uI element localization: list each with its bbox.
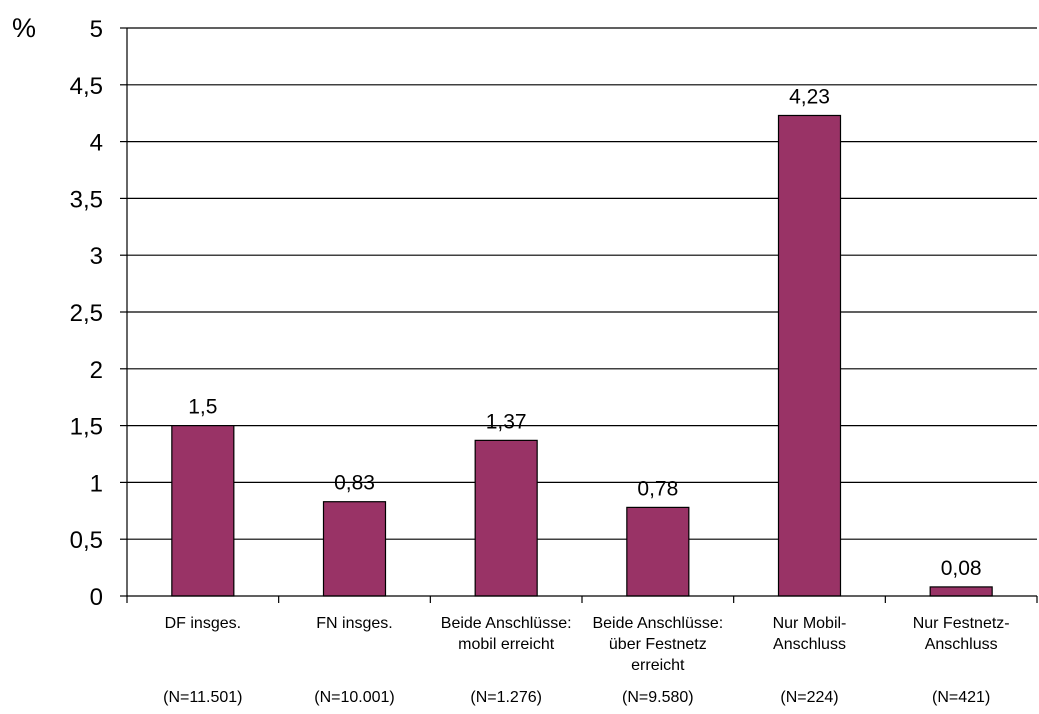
y-axis-unit-label: % [12,13,36,43]
x-category-label: Beide Anschlüsse: mobil erreicht [441,615,572,653]
x-category-label-line: Nur Mobil- [773,615,847,632]
x-category-label-line: Nur Festnetz- [913,615,1010,632]
gridlines [127,27,1037,540]
x-category-label-line: erreicht [631,657,685,674]
x-category-label-line: Beide Anschlüsse: [441,615,572,632]
x-category-label-line: Anschluss [773,636,846,653]
sample-size-label: (N=1.276) [470,689,542,706]
y-tick-label: 2 [90,357,103,384]
bar [626,506,690,597]
y-tick-label: 1 [90,470,103,497]
x-category-label-line: FN insges. [316,615,392,632]
axes [120,27,1038,603]
y-tick-label: 2,5 [70,300,103,327]
sample-size-label: (N=9.580) [622,689,694,706]
y-tick-label: 0 [90,584,103,611]
x-category-label-line: Beide Anschlüsse: [592,615,723,632]
data-label: 1,37 [486,410,527,433]
x-category-label: Nur Mobil- Anschluss [773,615,847,653]
sample-size-label: (N=11.501) [163,689,242,706]
data-label: 0,83 [334,472,375,495]
y-tick-label: 1,5 [70,414,103,441]
bar [171,425,235,597]
x-category-label: FN insges. [316,615,392,632]
data-label: 0,08 [941,557,982,580]
sample-size-label: (N=224) [780,689,838,706]
y-tick-label: 5 [90,16,103,43]
y-tick-label: 0,5 [70,527,103,554]
x-category-label: DF insges. [165,615,241,632]
bar [322,501,387,597]
data-label: 4,23 [789,85,830,108]
y-tick-label: 4 [90,130,103,157]
y-tick-label: 3,5 [70,186,103,213]
x-category-label-line: über Festnetz [609,636,707,653]
bar [929,586,993,597]
bar [474,439,538,597]
x-category-label-line: mobil erreicht [458,636,555,653]
data-label: 1,5 [188,396,217,419]
sample-size-label: (N=421) [932,689,990,706]
data-label: 0,78 [637,477,678,500]
x-category-label-line: DF insges. [165,615,241,632]
x-category-label-line: Anschluss [925,636,998,653]
bar [777,114,842,597]
y-tick-label: 3 [90,243,103,270]
x-category-label: Beide Anschlüsse: über Festnetz erreicht [592,615,723,674]
bars [171,114,993,597]
x-category-label: Nur Festnetz- Anschluss [913,615,1010,653]
labels: 0 0,5 1 1,5 2 2,5 3 3,5 4 4,5 5% 1,5 DF insges. (N=11… [12,13,1010,706]
y-tick-label: 4,5 [70,73,103,100]
sample-size-label: (N=10.001) [314,689,395,706]
